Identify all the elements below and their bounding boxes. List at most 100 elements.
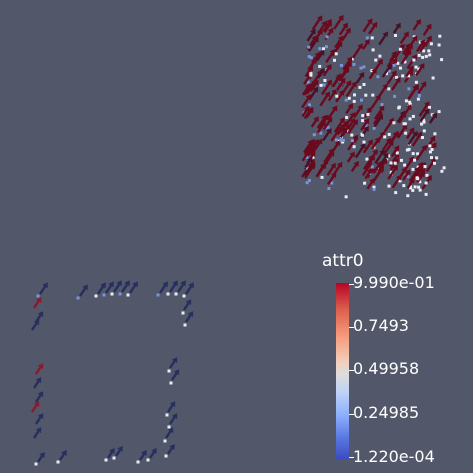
point-glyph [387,87,390,90]
vector-glyph [384,118,394,133]
point-glyph [308,179,311,182]
point-glyph [361,119,364,122]
vector-glyph [183,299,191,311]
point-glyph [372,48,375,51]
point-glyph [335,139,338,142]
point-glyph [390,162,393,165]
point-glyph [168,426,171,429]
point-glyph [326,35,329,38]
colorbar-label-min: 1.220e-04 [353,448,435,466]
cube-glyph-cloud [301,15,446,198]
point-glyph [345,116,348,119]
point-glyph [425,193,428,196]
vector-glyph [115,446,123,457]
point-glyph [333,59,336,62]
point-glyph [371,36,374,39]
point-glyph [351,139,354,142]
vector-glyph [345,103,353,114]
point-glyph [363,141,366,144]
point-glyph [424,165,427,168]
point-glyph [417,98,420,101]
point-glyph [360,67,363,70]
vector-glyph [426,158,436,173]
point-glyph [175,293,178,296]
point-glyph [440,170,443,173]
point-glyph [327,187,330,190]
vector-glyph [311,116,319,127]
point-glyph [412,59,415,62]
point-glyph [119,293,122,296]
point-glyph [127,294,130,297]
point-glyph [392,121,395,124]
vector-glyph [352,43,363,58]
point-glyph [352,63,355,66]
vector-glyph [171,369,179,381]
vector-glyph [37,452,45,463]
vector-glyph [347,152,355,163]
point-glyph [353,145,356,148]
point-glyph [366,36,369,39]
point-glyph [310,56,313,59]
point-glyph [95,295,98,298]
point-glyph [414,185,417,188]
vector-glyph [400,31,409,44]
point-glyph [427,49,430,52]
point-glyph [421,56,424,59]
point-glyph [440,58,443,61]
vector-glyph [35,413,43,425]
point-glyph [166,414,169,417]
vector-glyph [105,281,114,293]
point-glyph [413,159,416,162]
point-glyph [363,83,366,86]
vector-glyph [403,104,412,116]
point-glyph [35,463,38,466]
vector-glyph [139,450,147,461]
point-glyph [307,46,310,49]
vector-glyph [394,44,405,59]
point-glyph [320,84,323,87]
point-glyph [403,164,406,167]
point-glyph [388,185,391,188]
point-glyph [182,312,185,315]
vector-glyph [322,128,331,141]
point-glyph [433,162,436,165]
frame-glyph-cloud [31,280,194,465]
vector-glyph [351,161,359,172]
point-glyph [371,94,374,97]
vector-glyph [33,297,41,309]
colorbar-label-max: 9.990e-01 [353,274,435,292]
point-glyph [340,64,343,67]
vector-glyph [356,72,364,84]
point-glyph [428,53,431,56]
point-glyph [399,67,402,70]
vector-glyph [39,282,48,294]
point-glyph [396,152,399,155]
point-glyph [425,55,428,58]
point-glyph [308,103,311,106]
vector-glyph [113,280,122,292]
vector-glyph [167,401,175,413]
vector-glyph [35,391,43,403]
point-glyph [438,44,441,47]
point-glyph [319,132,322,135]
point-glyph [184,324,187,327]
point-glyph [366,113,369,116]
point-glyph [170,382,173,385]
vector-glyph [423,24,432,36]
vector-glyph [169,413,177,425]
vector-glyph [33,377,41,389]
point-glyph [77,297,80,300]
point-glyph [318,65,321,68]
point-glyph [419,189,422,192]
point-glyph [342,139,345,142]
point-glyph [321,176,324,179]
point-glyph [416,176,419,179]
point-glyph [345,99,348,102]
point-glyph [353,100,356,103]
point-glyph [394,162,397,165]
vector-glyph [185,282,194,294]
point-glyph [323,84,326,87]
point-glyph [432,77,435,80]
vector-glyph [59,450,67,461]
